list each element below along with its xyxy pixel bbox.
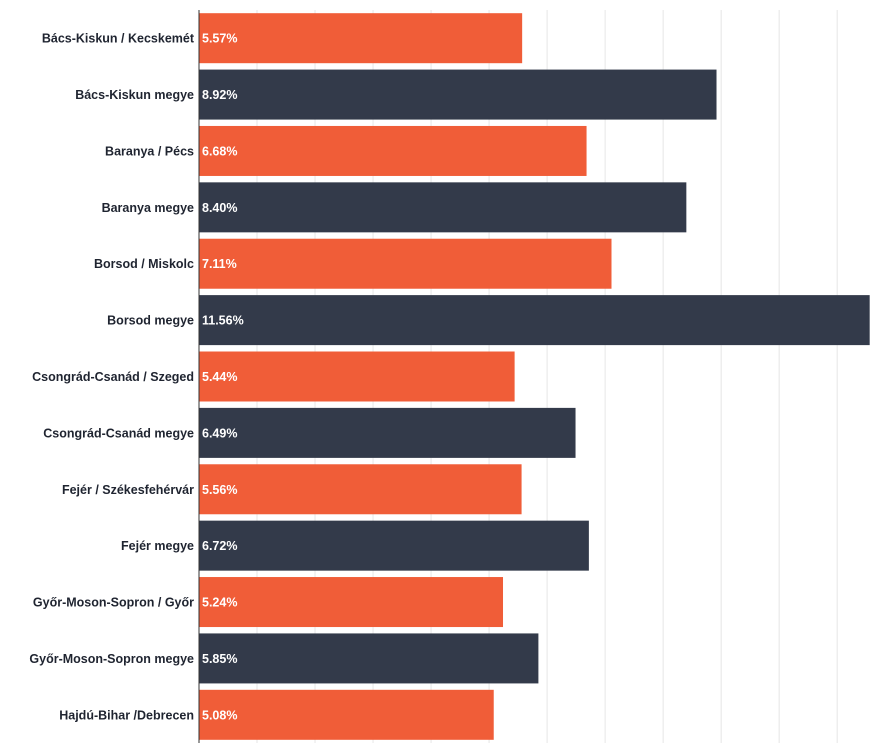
value-label: 8.40% (202, 201, 237, 215)
labels: 5.57% Bács-Kiskun / Kecskemét 8.92% Bács-Ki… (29, 32, 243, 723)
category-label: Győr-Moson-Sopron megye (29, 652, 194, 666)
category-label: Baranya megye (102, 201, 194, 215)
value-label: 5.57% (202, 32, 237, 46)
value-label: 5.56% (202, 483, 237, 497)
category-label: Fejér megye (121, 539, 194, 553)
category-label: Bács-Kiskun megye (75, 88, 194, 102)
value-label: 8.92% (202, 88, 237, 102)
bar (199, 577, 504, 628)
category-label: Csongrád-Csanád megye (43, 426, 194, 440)
bar (199, 125, 587, 176)
category-label: Hajdú-Bihar /Debrecen (59, 708, 194, 722)
value-label: 5.44% (202, 370, 237, 384)
bar (199, 295, 870, 346)
bar (199, 13, 523, 64)
category-label: Fejér / Székesfehérvár (62, 483, 194, 497)
bar (199, 520, 589, 571)
bar (199, 689, 494, 740)
category-label: Baranya / Pécs (105, 144, 194, 158)
bar (199, 633, 539, 684)
category-label: Bács-Kiskun / Kecskemét (42, 32, 195, 46)
value-label: 6.68% (202, 144, 237, 158)
bar (199, 69, 717, 120)
value-label: 7.11% (202, 257, 237, 271)
category-label: Győr-Moson-Sopron / Győr (33, 596, 194, 610)
bar (199, 351, 515, 402)
bar (199, 464, 522, 515)
value-label: 5.08% (202, 708, 237, 722)
bar (199, 182, 687, 233)
bar (199, 238, 612, 289)
category-label: Borsod / Miskolc (94, 257, 194, 271)
value-label: 6.72% (202, 539, 237, 553)
category-label: Csongrád-Csanád / Szeged (32, 370, 194, 384)
value-label: 11.56% (202, 314, 244, 328)
value-label: 6.49% (202, 426, 237, 440)
bar (199, 407, 576, 458)
category-label: Borsod megye (107, 314, 194, 328)
bars (199, 13, 870, 740)
value-label: 5.85% (202, 652, 237, 666)
value-label: 5.24% (202, 596, 237, 610)
